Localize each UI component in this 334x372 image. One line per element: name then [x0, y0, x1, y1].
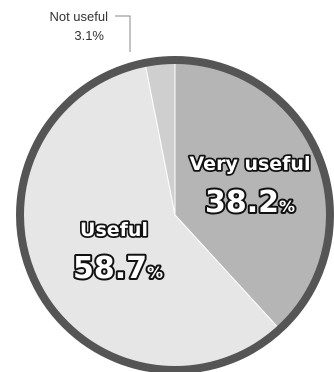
slice-value-useful: 58.7%	[73, 251, 163, 286]
slice-value-not-useful: 3.1%	[74, 28, 104, 43]
slice-label-very-useful: Very useful	[190, 153, 311, 175]
slice-label-not-useful: Not useful	[49, 9, 108, 24]
slice-value-very-useful: 38.2%	[205, 185, 295, 220]
slice-label-useful: Useful	[80, 219, 148, 241]
callout-leader-line	[115, 15, 131, 52]
slice-value-number-very-useful: 38.2	[205, 185, 279, 220]
slice-value-number-useful: 58.7	[73, 251, 147, 286]
slice-value-unit-very-useful: %	[279, 197, 295, 216]
pie-outer-ring	[16, 56, 334, 372]
slice-value-unit-useful: %	[147, 263, 163, 282]
pie-slices	[21, 61, 329, 369]
